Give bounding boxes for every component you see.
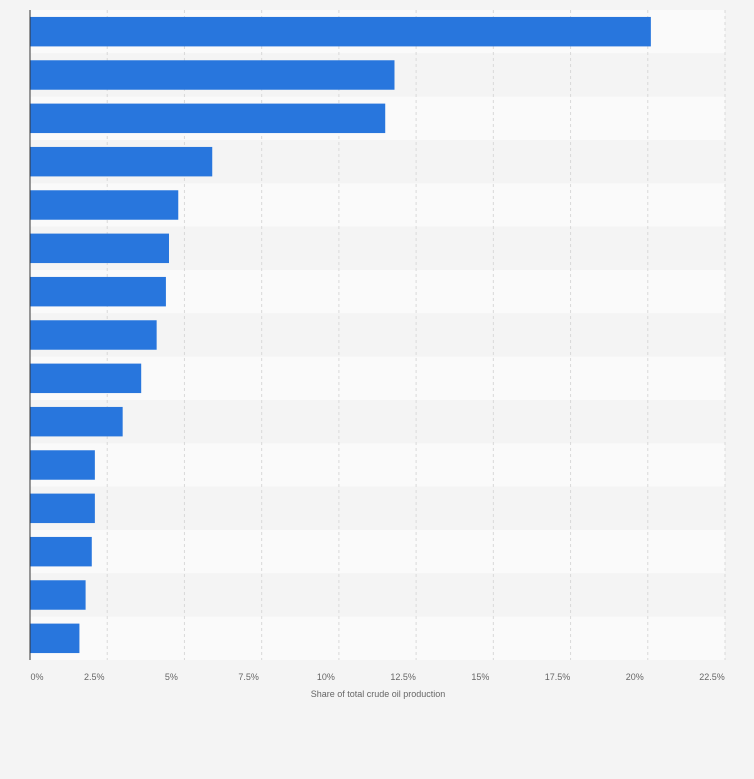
bar[interactable] xyxy=(30,146,213,177)
x-tick-label: 5% xyxy=(165,672,178,682)
x-axis-ticks: 0% 2.5% 5% 7.5% 10% 12.5% 15% 17.5% 20% 22.5% xyxy=(30,672,724,682)
row-band xyxy=(30,530,725,574)
bar[interactable] xyxy=(30,580,86,610)
bar[interactable] xyxy=(30,406,123,437)
x-tick-label: 12.5% xyxy=(390,672,416,682)
bar[interactable] xyxy=(30,233,169,264)
x-axis-title: Share of total crude oil production xyxy=(311,689,446,699)
bar[interactable] xyxy=(30,16,651,47)
row-band xyxy=(30,616,725,660)
row-band xyxy=(30,573,725,617)
x-tick-label: 2.5% xyxy=(84,672,105,682)
bar[interactable] xyxy=(30,363,142,394)
row-band xyxy=(30,400,725,444)
bar[interactable] xyxy=(30,276,166,307)
bar[interactable] xyxy=(30,536,92,567)
bar[interactable] xyxy=(30,190,179,220)
x-tick-label: 22.5% xyxy=(699,672,725,682)
row-band xyxy=(30,486,725,530)
x-tick-label: 7.5% xyxy=(238,672,259,682)
bar[interactable] xyxy=(30,103,386,134)
bars xyxy=(30,16,651,654)
row-band xyxy=(30,356,725,400)
x-tick-label: 0% xyxy=(30,672,43,682)
x-tick-label: 17.5% xyxy=(545,672,571,682)
bar[interactable] xyxy=(30,450,95,480)
x-tick-label: 10% xyxy=(317,672,335,682)
bar[interactable] xyxy=(30,493,95,524)
bar[interactable] xyxy=(30,623,80,654)
bar[interactable] xyxy=(30,320,157,350)
x-tick-label: 15% xyxy=(471,672,489,682)
row-band xyxy=(30,443,725,487)
x-tick-label: 20% xyxy=(626,672,644,682)
bar[interactable] xyxy=(30,60,395,90)
